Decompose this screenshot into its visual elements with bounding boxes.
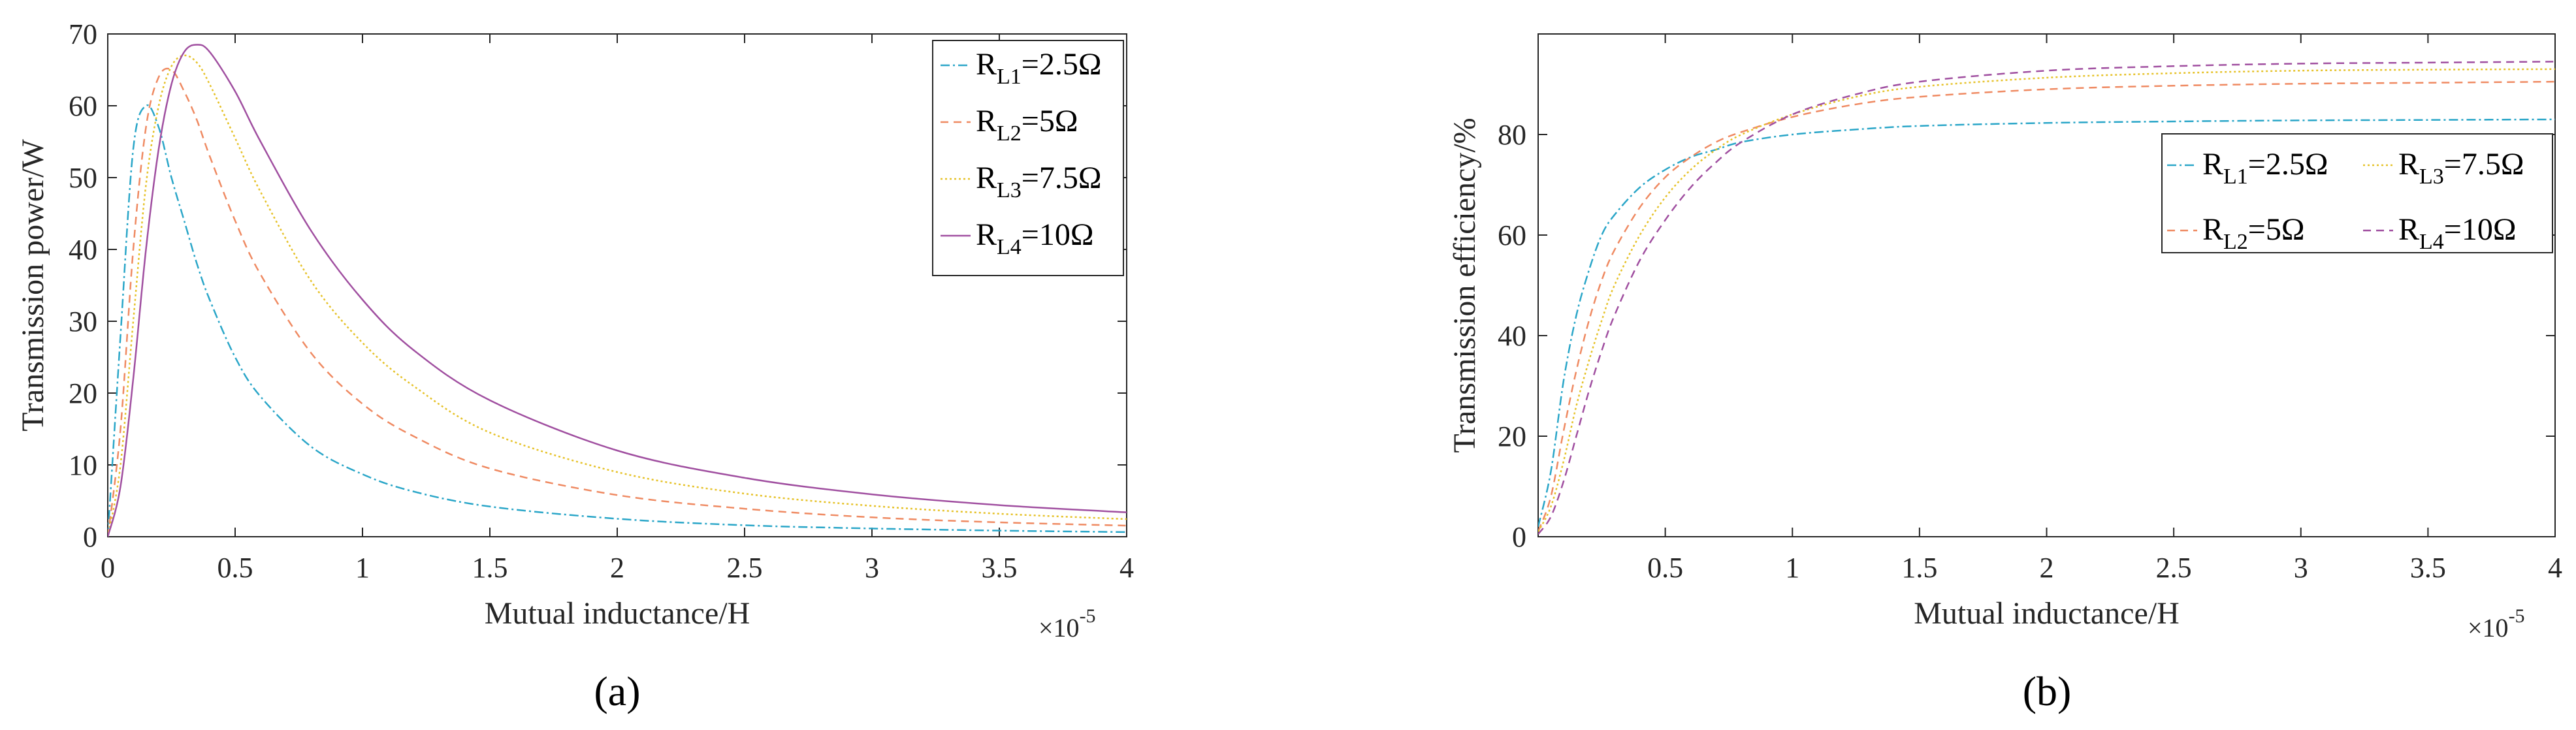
legend-label-base: R	[2398, 147, 2419, 182]
legend-label-base: R	[976, 104, 997, 138]
x-tick-label: 2	[2040, 552, 2054, 584]
x-tick-label: 0.5	[1647, 552, 1683, 584]
x-tick-label: 3.5	[982, 552, 1018, 584]
series-line-l2	[1538, 80, 2555, 532]
series-line-l4	[1538, 61, 2555, 535]
legend-label-l2: RL2=5Ω	[2202, 212, 2305, 254]
x-tick-label: 1.5	[472, 552, 508, 584]
y-tick-label: 0	[1512, 521, 1526, 553]
legend-label-base: R	[2202, 212, 2223, 247]
y-tick-label: 60	[1498, 219, 1526, 251]
legend-label-base: R	[976, 217, 997, 252]
legend-label-subscript: L2	[997, 121, 1022, 146]
series-line-l1	[1538, 118, 2555, 527]
series-line-l2	[108, 67, 1127, 537]
x-tick-label: 3	[2294, 552, 2308, 584]
legend-label-subscript: L4	[997, 235, 1022, 259]
x-tick-label: 3	[865, 552, 879, 584]
x-tick-label: 1.5	[1901, 552, 1937, 584]
x-tick-label: 2	[610, 552, 624, 584]
legend-label-value: =2.5Ω	[1022, 47, 1102, 82]
y-tick-label: 0	[83, 521, 97, 553]
y-tick-label: 40	[69, 234, 97, 266]
y-tick-label: 20	[69, 377, 97, 409]
x-tick-label: 0	[101, 552, 115, 584]
x-tick-label: 4	[1119, 552, 1134, 584]
x-axis-label: Mutual inductance/H	[1914, 596, 2180, 631]
x-tick-label: 1	[1785, 552, 1799, 584]
x-axis-label: Mutual inductance/H	[485, 596, 750, 631]
y-tick-label: 40	[1498, 320, 1526, 352]
y-axis-label: Transmission power/W	[16, 139, 50, 432]
legend-label-subscript: L1	[997, 65, 1022, 89]
x-multiplier-exponent: -5	[2509, 605, 2525, 627]
panel-caption: (a)	[594, 668, 640, 714]
legend-label-value: =7.5Ω	[2444, 147, 2524, 182]
legend-label-base: R	[2398, 212, 2419, 247]
y-tick-label: 60	[69, 90, 97, 122]
series-line-l3	[108, 54, 1127, 537]
legend-label-subscript: L4	[2419, 230, 2444, 254]
y-tick-label: 20	[1498, 421, 1526, 452]
x-axis-multiplier: ×10-5	[2468, 605, 2525, 643]
series-line-l4	[108, 44, 1127, 537]
series-line-l1	[108, 104, 1127, 537]
legend-label-value: =5Ω	[2248, 212, 2305, 247]
legend-label-value: =5Ω	[1022, 104, 1078, 138]
x-tick-label: 2.5	[727, 552, 763, 584]
x-tick-label: 4	[2548, 552, 2562, 584]
legend-label-l1: RL1=2.5Ω	[2202, 147, 2328, 189]
y-axis-label: Transmission efficiency/%	[1447, 118, 1482, 452]
x-tick-label: 3.5	[2410, 552, 2446, 584]
legend-label-l4: RL4=10Ω	[2398, 212, 2517, 254]
series-line-l3	[1538, 68, 2555, 532]
y-tick-label: 80	[1498, 119, 1526, 151]
x-tick-label: 2.5	[2156, 552, 2192, 584]
legend-box	[2161, 133, 2553, 253]
x-tick-label: 1	[355, 552, 370, 584]
x-multiplier-exponent: -5	[1080, 605, 1096, 627]
legend-label-subscript: L3	[2419, 165, 2444, 189]
legend-label-base: R	[976, 47, 997, 82]
x-axis-multiplier: ×10-5	[1038, 605, 1096, 643]
x-tick-label: 0.5	[217, 552, 253, 584]
legend-label-value: =2.5Ω	[2248, 147, 2328, 182]
legend-label-subscript: L3	[997, 178, 1022, 202]
legend-label-l4: RL4=10Ω	[976, 217, 1094, 259]
legend-label-base: R	[976, 161, 997, 195]
panel-caption: (b)	[2023, 668, 2072, 714]
y-tick-label: 70	[69, 18, 97, 50]
legend-label-subscript: L2	[2223, 230, 2248, 254]
legend-label-l3: RL3=7.5Ω	[2398, 147, 2524, 189]
legend-label-value: =7.5Ω	[1022, 161, 1102, 195]
legend-label-l2: RL2=5Ω	[976, 104, 1078, 146]
legend-label-base: R	[2202, 147, 2223, 182]
plot-area-frame	[1538, 33, 2556, 537]
y-tick-label: 50	[69, 162, 97, 194]
legend-label-l1: RL1=2.5Ω	[976, 47, 1102, 89]
x-multiplier-base: ×10	[2468, 613, 2509, 643]
y-tick-label: 10	[69, 449, 97, 481]
legend-label-subscript: L1	[2223, 165, 2248, 189]
legend-label-l3: RL3=7.5Ω	[976, 161, 1102, 202]
y-tick-label: 30	[69, 306, 97, 338]
legend-label-value: =10Ω	[2444, 212, 2517, 247]
legend-label-value: =10Ω	[1022, 217, 1094, 252]
x-multiplier-base: ×10	[1038, 613, 1080, 643]
